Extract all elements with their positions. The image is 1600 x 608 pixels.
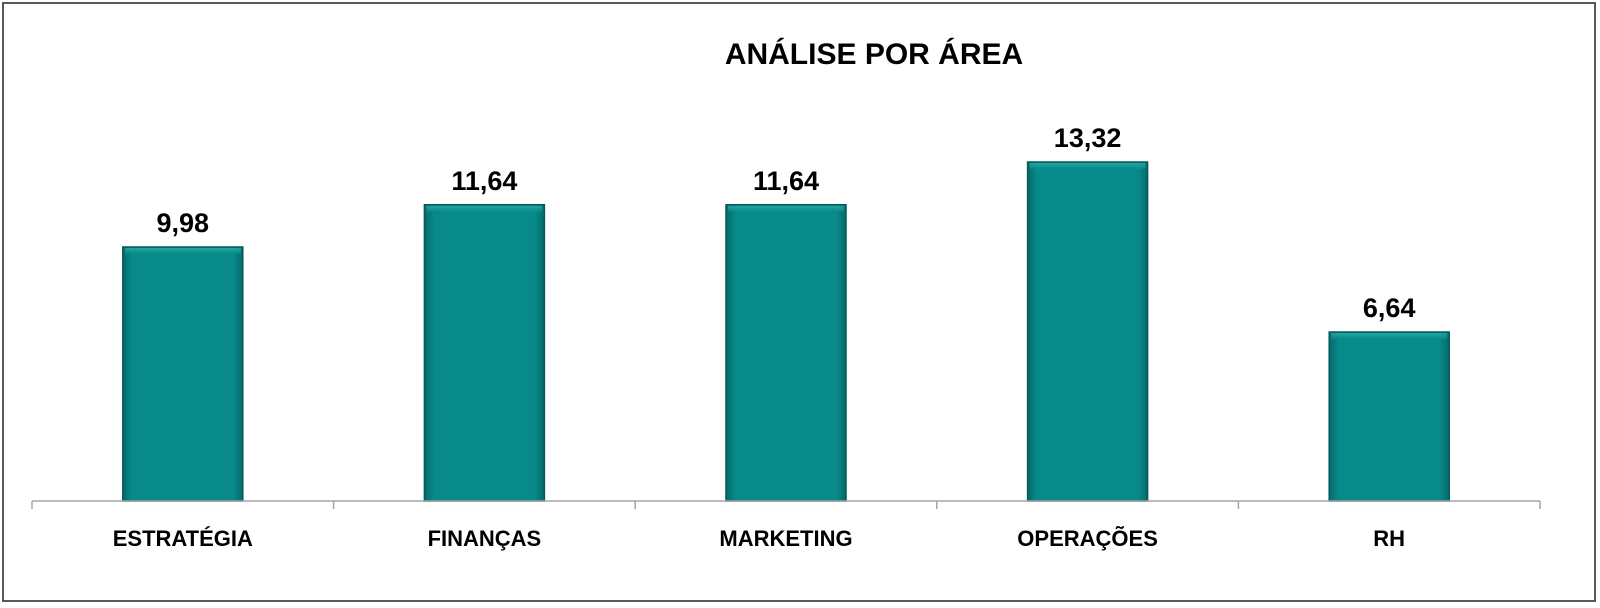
data-label: 11,64: [753, 166, 819, 196]
bar-group: [1328, 331, 1450, 502]
category-label: ESTRATÉGIA: [113, 526, 253, 551]
bar-3: [725, 204, 847, 502]
bar-1: [122, 246, 244, 502]
bar-2: [423, 204, 546, 502]
chart-title: ANÁLISE POR ÁREA: [725, 37, 1023, 71]
bar-group: [122, 246, 244, 502]
bar-chart: ANÁLISE POR ÁREA 9,98 ESTRATÉGIA 11,64 FINA…: [31, 37, 1541, 551]
category-label: FINANÇAS: [428, 526, 542, 551]
bar-group: [1026, 161, 1149, 502]
bar-highlight: [124, 248, 241, 255]
data-label: 13,32: [1054, 123, 1122, 153]
data-label: 11,64: [451, 166, 517, 196]
bar-4: [1026, 161, 1149, 502]
bar-highlight: [1331, 333, 1448, 340]
category-label: MARKETING: [719, 526, 852, 551]
bar-highlight: [1029, 163, 1146, 169]
bar-highlight: [728, 205, 844, 212]
bar-group: [423, 204, 546, 502]
category-label: OPERAÇÕES: [1017, 526, 1158, 551]
bar-group: [725, 204, 847, 502]
category-label: RH: [1373, 526, 1405, 551]
bar-highlight: [426, 205, 543, 212]
data-label: 9,98: [157, 208, 210, 238]
bar-5: [1328, 331, 1450, 502]
data-label: 6,64: [1363, 293, 1416, 323]
